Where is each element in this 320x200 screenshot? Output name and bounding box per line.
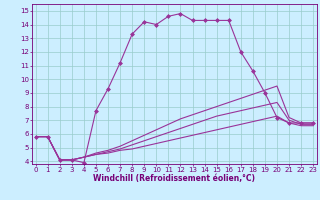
X-axis label: Windchill (Refroidissement éolien,°C): Windchill (Refroidissement éolien,°C) (93, 174, 255, 183)
